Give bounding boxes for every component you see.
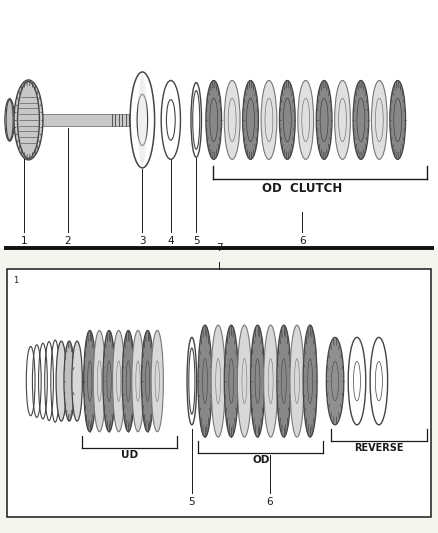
Ellipse shape <box>339 98 346 142</box>
Text: 5: 5 <box>188 497 195 507</box>
Ellipse shape <box>97 361 102 401</box>
Ellipse shape <box>138 74 147 165</box>
Ellipse shape <box>229 359 234 403</box>
Ellipse shape <box>137 94 148 146</box>
Ellipse shape <box>394 98 402 142</box>
Ellipse shape <box>187 337 197 425</box>
Text: UD: UD <box>121 450 138 460</box>
Ellipse shape <box>107 361 111 401</box>
Ellipse shape <box>72 341 82 421</box>
Text: 6: 6 <box>266 497 273 507</box>
Bar <box>42 114 129 126</box>
Ellipse shape <box>136 361 140 401</box>
Ellipse shape <box>191 83 201 157</box>
Ellipse shape <box>370 337 388 425</box>
Ellipse shape <box>320 98 328 142</box>
Text: 6: 6 <box>299 236 306 246</box>
Ellipse shape <box>189 348 195 414</box>
Ellipse shape <box>18 82 39 158</box>
Bar <box>0 248 438 533</box>
Ellipse shape <box>268 359 273 403</box>
Ellipse shape <box>64 341 74 421</box>
Ellipse shape <box>237 325 251 437</box>
Ellipse shape <box>206 80 222 159</box>
Text: 4: 4 <box>167 236 174 246</box>
Text: 7: 7 <box>215 243 223 253</box>
Ellipse shape <box>210 98 218 142</box>
Ellipse shape <box>375 98 383 142</box>
Ellipse shape <box>247 98 254 142</box>
Ellipse shape <box>390 80 406 159</box>
Ellipse shape <box>298 80 314 159</box>
Ellipse shape <box>251 325 265 437</box>
Ellipse shape <box>126 361 131 401</box>
Text: 1: 1 <box>21 236 28 246</box>
Ellipse shape <box>122 330 134 432</box>
Ellipse shape <box>303 325 317 437</box>
Ellipse shape <box>264 325 278 437</box>
Ellipse shape <box>307 359 313 403</box>
Ellipse shape <box>84 330 96 432</box>
Ellipse shape <box>151 330 163 432</box>
Ellipse shape <box>265 98 273 142</box>
Ellipse shape <box>242 359 247 403</box>
Ellipse shape <box>88 361 92 401</box>
Ellipse shape <box>198 325 212 437</box>
Ellipse shape <box>224 325 238 437</box>
Ellipse shape <box>357 98 365 142</box>
Ellipse shape <box>215 359 221 403</box>
Ellipse shape <box>117 361 121 401</box>
Ellipse shape <box>335 80 350 159</box>
Ellipse shape <box>145 361 150 401</box>
Ellipse shape <box>141 330 154 432</box>
Ellipse shape <box>132 330 144 432</box>
Ellipse shape <box>166 100 175 140</box>
Ellipse shape <box>348 337 366 425</box>
Ellipse shape <box>228 98 236 142</box>
Ellipse shape <box>283 98 291 142</box>
Ellipse shape <box>353 80 369 159</box>
Ellipse shape <box>294 359 300 403</box>
Ellipse shape <box>130 72 155 168</box>
Ellipse shape <box>326 337 344 425</box>
Text: 1: 1 <box>13 276 18 285</box>
Ellipse shape <box>6 100 13 140</box>
Ellipse shape <box>202 359 208 403</box>
Ellipse shape <box>302 98 310 142</box>
Text: OD  CLUTCH: OD CLUTCH <box>262 182 343 195</box>
Ellipse shape <box>261 80 277 159</box>
Text: 3: 3 <box>139 236 146 246</box>
Ellipse shape <box>161 80 180 159</box>
Ellipse shape <box>316 80 332 159</box>
Ellipse shape <box>103 330 115 432</box>
Text: REVERSE: REVERSE <box>354 443 404 453</box>
Ellipse shape <box>211 325 225 437</box>
Ellipse shape <box>353 361 360 401</box>
Ellipse shape <box>5 99 14 141</box>
Ellipse shape <box>277 325 291 437</box>
Text: 5: 5 <box>193 236 200 246</box>
Ellipse shape <box>279 80 295 159</box>
Ellipse shape <box>332 361 339 401</box>
Bar <box>0 0 438 248</box>
Ellipse shape <box>224 80 240 159</box>
Ellipse shape <box>14 80 43 160</box>
Ellipse shape <box>281 359 286 403</box>
Ellipse shape <box>290 325 304 437</box>
Ellipse shape <box>155 361 159 401</box>
Ellipse shape <box>113 330 125 432</box>
Ellipse shape <box>243 80 258 159</box>
Ellipse shape <box>375 361 382 401</box>
Text: 2: 2 <box>64 236 71 246</box>
Ellipse shape <box>93 330 106 432</box>
Ellipse shape <box>56 341 67 421</box>
Ellipse shape <box>371 80 387 159</box>
Ellipse shape <box>193 91 200 149</box>
Ellipse shape <box>255 359 260 403</box>
Text: OD: OD <box>252 455 269 465</box>
Bar <box>7 269 431 517</box>
